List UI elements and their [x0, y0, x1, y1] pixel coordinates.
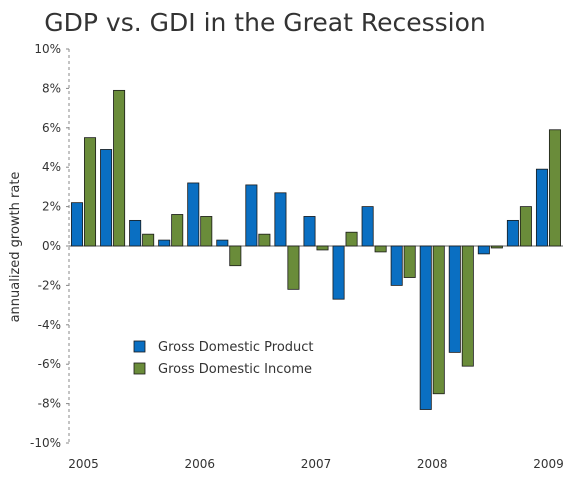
y-axis-label-group: annualized growth rate [8, 172, 23, 323]
gdp-bar [477, 245, 490, 255]
gdi-bar [461, 245, 474, 367]
gdi-bar [316, 245, 329, 251]
legend: Gross Domestic Product Gross Domestic Inc… [133, 340, 314, 377]
gdi-bar [200, 216, 213, 247]
gdp-bar [361, 206, 374, 247]
gdp-bar [448, 245, 461, 353]
gdi-bar [345, 231, 358, 247]
y-ticks: -10% -8% -6% -4% -2% 0% 2% 4% 6% 8% 10% [30, 42, 69, 450]
gdi-bar [287, 245, 300, 290]
y-tick-label: -2% [38, 278, 61, 292]
gdi-bar [374, 245, 387, 253]
gdp-bar [535, 168, 548, 247]
legend-label: Gross Domestic Product [158, 340, 314, 355]
y-tick-label: 8% [42, 81, 61, 95]
y-tick-label: -8% [38, 397, 61, 411]
x-tick-label: 2008 [417, 457, 448, 471]
gdp-bar [71, 202, 84, 247]
gdi-bar [548, 129, 561, 247]
gdp-bar [158, 239, 171, 247]
y-tick-label: -6% [38, 357, 61, 371]
gdi-bar [171, 214, 184, 247]
legend-swatch [133, 362, 146, 375]
x-ticks: 2005 2006 2007 2008 2009 [68, 457, 564, 471]
y-tick-label: -4% [38, 318, 61, 332]
bars [71, 89, 561, 410]
gdp-bar [245, 184, 258, 247]
legend-label: Gross Domestic Income [158, 362, 312, 377]
gdi-bar [258, 233, 271, 247]
gdp-bar [129, 219, 142, 247]
gdp-bar [419, 245, 432, 410]
chart-title: GDP vs. GDI in the Great Recession [44, 8, 486, 37]
gdi-bar [142, 233, 155, 247]
gdp-bar [303, 216, 316, 247]
gdi-bar [519, 206, 532, 247]
gdp-bar [216, 239, 229, 247]
gdp-bar [332, 245, 345, 300]
y-tick-label: 6% [42, 121, 61, 135]
gdi-bar [490, 245, 503, 249]
gdp-bar [187, 182, 200, 247]
x-tick-label: 2007 [301, 457, 332, 471]
gdi-bar [84, 137, 97, 247]
y-axis-label: annualized growth rate [8, 172, 23, 323]
y-tick-label: 10% [34, 42, 61, 56]
y-tick-label: -10% [30, 436, 61, 450]
x-tick-label: 2006 [185, 457, 216, 471]
gdp-bar [506, 219, 519, 247]
y-tick-label: 0% [42, 239, 61, 253]
legend-swatch [133, 340, 146, 353]
x-tick-label: 2009 [533, 457, 564, 471]
gdi-bar [229, 245, 242, 267]
y-tick-label: 4% [42, 160, 61, 174]
x-tick-label: 2005 [68, 457, 99, 471]
gdi-bar [113, 89, 126, 247]
y-tick-label: 2% [42, 200, 61, 214]
gdp-bar [100, 149, 113, 247]
gdp-bar [390, 245, 403, 286]
gdi-bar [432, 245, 445, 395]
gdp-bar [274, 192, 287, 247]
gdi-bar [403, 245, 416, 278]
